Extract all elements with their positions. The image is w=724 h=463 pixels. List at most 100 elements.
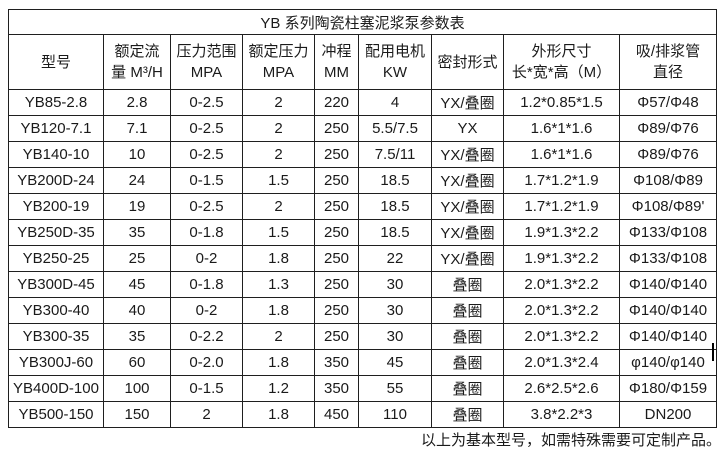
table-title: YB 系列陶瓷柱塞泥浆泵参数表 (7, 9, 718, 35)
cell-rated-flow-m3h: 10 (103, 141, 171, 168)
cell-model: YB140-10 (8, 141, 104, 168)
column-header-motor-power-kw: 配用电机 KW (358, 34, 432, 90)
column-header-line: 冲程 (321, 43, 352, 60)
cell-rated-pressure-mpa: 1.5 (242, 167, 315, 194)
column-header-line: KW (382, 64, 408, 81)
cell-motor-power-kw: 30 (358, 323, 432, 350)
cell-rated-flow-m3h: 150 (103, 401, 171, 428)
cell-pipe-diameter: Φ89/Φ76 (618, 141, 718, 168)
cell-dimensions-lwh: 3.8*2.2*3 (503, 401, 620, 428)
column-header-seal-type: 密封形式 (431, 34, 504, 90)
cell-dimensions-lwh: 1.9*1.3*2.2 (503, 219, 620, 246)
cell-rated-flow-m3h: 35 (103, 323, 171, 350)
cell-model: YB200D-24 (8, 167, 104, 194)
cell-model: YB120-7.1 (8, 115, 104, 142)
cell-rated-flow-m3h: 35 (103, 219, 171, 246)
cell-rated-flow-m3h: 25 (103, 245, 171, 272)
column-header-line: 外形尺寸 (531, 43, 592, 60)
column-header-line: 配用电机 (364, 43, 425, 60)
cell-stroke-mm: 250 (314, 323, 359, 350)
column-header-line: MPA (190, 64, 223, 81)
cell-stroke-mm: 250 (314, 271, 359, 298)
cell-stroke-mm: 250 (314, 115, 359, 142)
cell-motor-power-kw: 7.5/11 (358, 141, 432, 168)
cell-rated-pressure-mpa: 1.8 (242, 297, 315, 324)
cell-stroke-mm: 250 (314, 167, 359, 194)
cell-pipe-diameter: DN200 (618, 401, 718, 428)
cell-rated-pressure-mpa: 2 (242, 141, 315, 168)
cell-pipe-diameter: Φ180/Φ159 (618, 375, 718, 402)
cell-pipe-diameter: Φ89/Φ76 (618, 115, 718, 142)
cell-motor-power-kw: 55 (358, 375, 432, 402)
cell-dimensions-lwh: 1.7*1.2*1.9 (503, 167, 620, 194)
cell-motor-power-kw: 30 (358, 297, 432, 324)
cell-seal-type: 叠圈 (431, 323, 504, 350)
cell-pipe-diameter: Φ57/Φ48 (618, 89, 718, 116)
cell-rated-flow-m3h: 24 (103, 167, 171, 194)
cell-rated-flow-m3h: 45 (103, 271, 171, 298)
cell-seal-type: 叠圈 (431, 349, 504, 376)
column-header-line: 量 M³/H (111, 64, 163, 81)
cell-seal-type: YX/叠圈 (431, 89, 504, 116)
cell-dimensions-lwh: 1.6*1*1.6 (503, 115, 620, 142)
table-row-YB250-25: YB250-25 25 0-2 1.8 250 22 YX/叠圈 1.9*1.3*2.2 Φ13… (8, 245, 718, 272)
cell-seal-type: YX (431, 115, 504, 142)
cell-rated-pressure-mpa: 2 (242, 89, 315, 116)
column-header-line: MM (324, 64, 349, 81)
cell-rated-flow-m3h: 60 (103, 349, 171, 376)
cell-seal-type: YX/叠圈 (431, 141, 504, 168)
column-header-stroke-mm: 冲程 MM (314, 34, 359, 90)
cell-pipe-diameter: φ140/φ140 (618, 349, 718, 376)
cell-seal-type: 叠圈 (431, 401, 504, 428)
cell-model: YB85-2.8 (8, 89, 104, 116)
cell-dimensions-lwh: 1.2*0.85*1.5 (503, 89, 620, 116)
column-header-pressure-range-mpa: 压力范围 MPA (170, 34, 243, 90)
cell-pressure-range-mpa: 0-2 (170, 245, 243, 272)
column-header-pipe-diameter: 吸/排浆管 直径 (618, 34, 718, 90)
cell-model: YB300J-60 (8, 349, 104, 376)
cell-model: YB250-25 (8, 245, 104, 272)
cell-pressure-range-mpa: 0-1.8 (170, 219, 243, 246)
cell-pressure-range-mpa: 0-1.5 (170, 167, 243, 194)
cell-rated-pressure-mpa: 1.8 (242, 401, 315, 428)
cell-motor-power-kw: 110 (358, 401, 432, 428)
cell-seal-type: 叠圈 (431, 297, 504, 324)
cell-pressure-range-mpa: 0-2.5 (170, 115, 243, 142)
cell-stroke-mm: 350 (314, 375, 359, 402)
table-row-YB300-35: YB300-35 35 0-2.2 2 250 30 叠圈 2.0*1.3*2.2 Φ140/Φ… (8, 323, 718, 350)
cell-motor-power-kw: 4 (358, 89, 432, 116)
cell-seal-type: 叠圈 (431, 271, 504, 298)
footer-note: 以上为基本型号，如需特殊需要可定制产品。 (420, 432, 721, 449)
cell-dimensions-lwh: 1.6*1*1.6 (503, 141, 620, 168)
cell-motor-power-kw: 22 (358, 245, 432, 272)
cell-stroke-mm: 250 (314, 141, 359, 168)
cell-stroke-mm: 250 (314, 245, 359, 272)
cell-dimensions-lwh: 2.0*1.3*2.2 (503, 323, 620, 350)
cell-pipe-diameter: Φ133/Φ108 (618, 219, 718, 246)
cell-motor-power-kw: 18.5 (358, 193, 432, 220)
cell-dimensions-lwh: 2.0*1.3*2.2 (503, 297, 620, 324)
cell-motor-power-kw: 45 (358, 349, 432, 376)
cell-stroke-mm: 250 (314, 219, 359, 246)
cell-motor-power-kw: 30 (358, 271, 432, 298)
cell-rated-pressure-mpa: 1.8 (242, 245, 315, 272)
cell-seal-type: YX/叠圈 (431, 245, 504, 272)
pump-parameter-table: YB 系列陶瓷柱塞泥浆泵参数表 型号 额定流量 M³/H 压力范围 MPA 额定压力 MP… (7, 9, 718, 428)
column-header-line: 密封形式 (437, 53, 498, 71)
cell-model: YB400D-100 (8, 375, 104, 402)
cell-pipe-diameter: Φ140/Φ140 (618, 297, 718, 324)
table-row-YB250D-35: YB250D-35 35 0-1.8 1.5 250 18.5 YX/叠圈 1.9*1.3*2… (8, 219, 718, 246)
column-header-model: 型号 (8, 34, 104, 90)
table-row-YB200-19: YB200-19 19 0-2.5 2 250 18.5 YX/叠圈 1.7*1.2*1.9 Φ… (8, 193, 718, 220)
cell-model: YB250D-35 (8, 219, 104, 246)
cell-model: YB200-19 (8, 193, 104, 220)
cell-rated-flow-m3h: 19 (103, 193, 171, 220)
table-row-YB200D-24: YB200D-24 24 0-1.5 1.5 250 18.5 YX/叠圈 1.7*1.2*1… (8, 167, 718, 194)
cell-pressure-range-mpa: 0-2.0 (170, 349, 243, 376)
cell-pipe-diameter: Φ108/Φ89' (618, 193, 718, 220)
cell-model: YB500-150 (8, 401, 104, 428)
column-header-line: 长*宽*高（M） (511, 64, 612, 81)
cell-pressure-range-mpa: 2 (170, 401, 243, 428)
cell-dimensions-lwh: 2.6*2.5*2.6 (503, 375, 620, 402)
table-row-YB300-40: YB300-40 40 0-2 1.8 250 30 叠圈 2.0*1.3*2.2 Φ140/Φ… (8, 297, 718, 324)
